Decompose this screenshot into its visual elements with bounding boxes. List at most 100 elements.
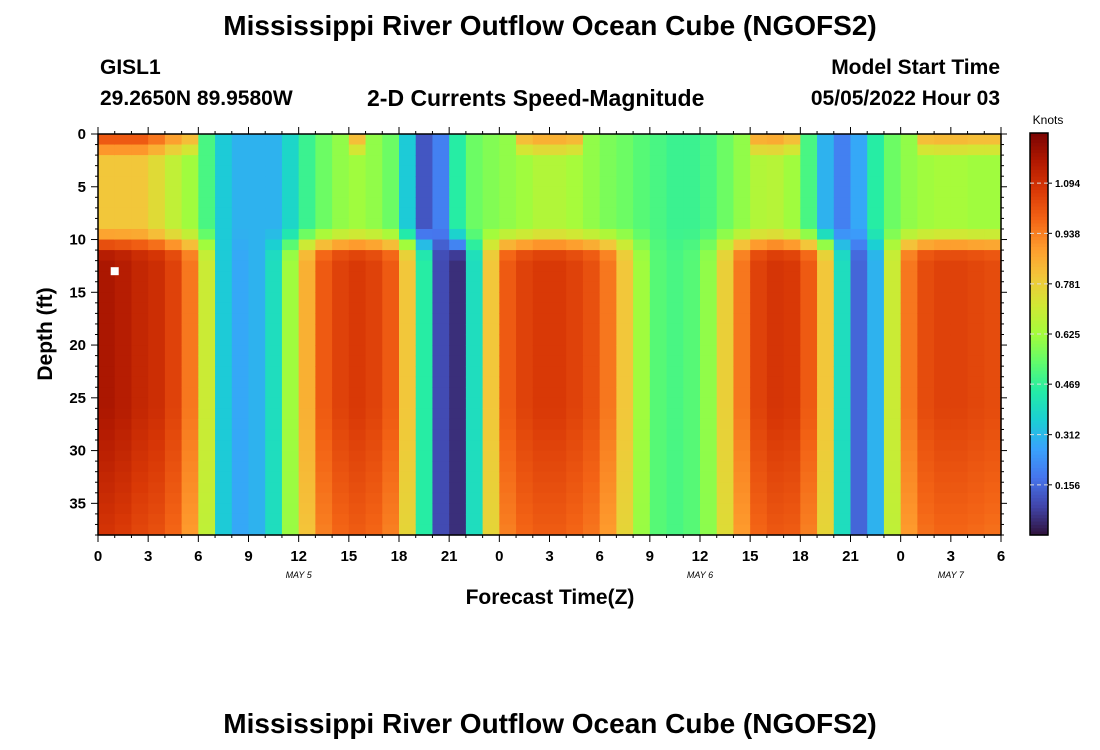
- heatmap-cell: [934, 397, 952, 409]
- heatmap-cell: [298, 165, 316, 177]
- heatmap-cell: [616, 408, 634, 420]
- heatmap-cell: [432, 408, 450, 420]
- heatmap-cell: [984, 250, 1002, 262]
- heatmap-cell: [131, 366, 149, 378]
- heatmap-cell: [382, 429, 400, 441]
- heatmap-cell: [582, 228, 601, 241]
- heatmap-cell: [582, 176, 601, 188]
- heatmap-cell: [516, 482, 534, 494]
- heatmap-cell: [616, 355, 634, 367]
- heatmap-cell: [465, 440, 484, 452]
- heatmap-cell: [399, 165, 417, 177]
- heatmap-cell: [248, 440, 266, 452]
- colorbar-swatch: [1030, 498, 1048, 503]
- heatmap-cell: [332, 524, 350, 536]
- heatmap-cell: [750, 345, 768, 357]
- heatmap-cell: [883, 461, 902, 473]
- heatmap-cell: [348, 450, 367, 462]
- heatmap-cell: [683, 408, 701, 420]
- heatmap-cell: [716, 218, 735, 230]
- heatmap-cell: [98, 144, 116, 156]
- heatmap-cell: [633, 239, 651, 251]
- heatmap-cell: [750, 155, 768, 167]
- colorbar-swatch: [1030, 263, 1048, 268]
- heatmap-cell: [432, 387, 450, 399]
- heatmap-cell: [298, 440, 316, 452]
- heatmap-cell: [348, 397, 367, 409]
- heatmap-cell: [181, 440, 199, 452]
- heatmap-cell: [766, 461, 785, 473]
- heatmap-cell: [399, 408, 417, 420]
- heatmap-cell: [415, 440, 434, 452]
- heatmap-cell: [181, 281, 199, 293]
- heatmap-cell: [532, 345, 551, 357]
- heatmap-cell: [181, 397, 199, 409]
- heatmap-cell: [432, 440, 450, 452]
- heatmap-cell: [867, 228, 885, 241]
- colorbar-swatch: [1030, 196, 1048, 201]
- heatmap-cell: [833, 429, 852, 441]
- heatmap-cell: [114, 440, 133, 452]
- heatmap-cell: [265, 376, 283, 388]
- heatmap-cell: [800, 228, 818, 241]
- heatmap-cell: [181, 197, 199, 209]
- heatmap-cell: [733, 165, 751, 177]
- heatmap-cell: [231, 239, 250, 251]
- heatmap-cell: [415, 376, 434, 388]
- heatmap-cell: [800, 429, 818, 441]
- heatmap-cell: [683, 429, 701, 441]
- heatmap-cell: [482, 376, 500, 388]
- heatmap-cell: [348, 418, 367, 431]
- next-chart-title: Mississippi River Outflow Ocean Cube (NG…: [223, 708, 877, 739]
- heatmap-cell: [465, 376, 484, 388]
- heatmap-cell: [198, 134, 216, 146]
- heatmap-cell: [248, 418, 266, 431]
- heatmap-cell: [867, 524, 885, 536]
- heatmap-cell: [415, 207, 434, 220]
- y-tick-label: 35: [69, 495, 86, 512]
- heatmap-cell: [332, 165, 350, 177]
- heatmap-cell: [516, 334, 534, 346]
- heatmap-cell: [181, 292, 199, 304]
- heatmap-cell: [967, 134, 985, 146]
- x-tick-label: 9: [244, 548, 252, 565]
- heatmap-cell: [348, 239, 367, 251]
- heatmap-cell: [348, 440, 367, 452]
- heatmap-cell: [298, 155, 316, 167]
- heatmap-cell: [532, 323, 551, 336]
- heatmap-cell: [950, 228, 969, 241]
- heatmap-cell: [750, 376, 768, 388]
- heatmap-cell: [616, 207, 634, 220]
- colorbar-swatch: [1030, 511, 1048, 516]
- heatmap-cell: [181, 207, 199, 220]
- heatmap-cell: [582, 260, 601, 272]
- heatmap-cell: [967, 471, 985, 483]
- heatmap-cell: [131, 397, 149, 409]
- heatmap-cell: [783, 366, 801, 378]
- heatmap-cell: [850, 155, 868, 167]
- heatmap-cell: [399, 376, 417, 388]
- heatmap-cell: [817, 323, 835, 336]
- heatmap-cell: [766, 176, 785, 188]
- heatmap-cell: [733, 450, 751, 462]
- colorbar-swatch: [1030, 501, 1048, 506]
- x-tick-label: 0: [495, 548, 503, 565]
- heatmap-cell: [616, 513, 634, 526]
- heatmap-cell: [432, 334, 450, 346]
- heatmap-cell: [415, 418, 434, 431]
- heatmap-cell: [900, 355, 918, 367]
- heatmap-cell: [750, 513, 768, 526]
- heatmap-cell: [800, 397, 818, 409]
- heatmap-cell: [215, 513, 233, 526]
- heatmap-cell: [800, 461, 818, 473]
- heatmap-cell: [683, 228, 701, 241]
- heatmap-cell: [733, 334, 751, 346]
- heatmap-cell: [382, 250, 400, 262]
- x-tick-label: 6: [595, 548, 603, 565]
- heatmap-cell: [265, 408, 283, 420]
- heatmap-cell: [382, 418, 400, 431]
- heatmap-cell: [633, 524, 651, 536]
- heatmap-cell: [783, 313, 801, 325]
- heatmap-cell: [382, 397, 400, 409]
- heatmap-cell: [917, 271, 935, 283]
